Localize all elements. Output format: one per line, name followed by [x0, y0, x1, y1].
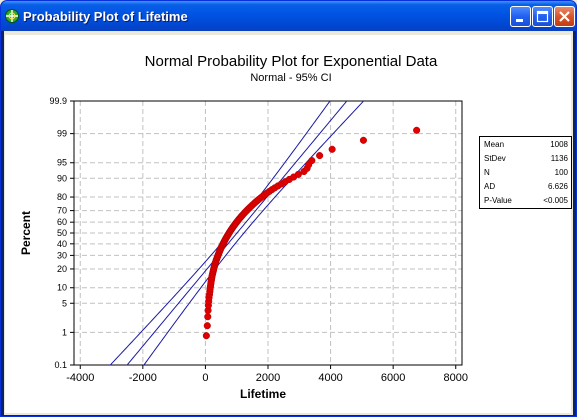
y-tick-label: 0.1 [54, 360, 67, 370]
x-tick-label: 2000 [256, 372, 280, 384]
data-point [328, 145, 336, 153]
y-tick-label: 70 [57, 206, 67, 216]
ci-upper-line [143, 101, 365, 365]
close-icon [559, 11, 570, 22]
stat-row-mean: Mean 1008 [484, 140, 568, 152]
data-point [294, 170, 302, 178]
close-button[interactable] [554, 6, 575, 27]
data-point [413, 126, 421, 134]
data-point [316, 152, 324, 160]
minimize-button[interactable] [510, 6, 531, 27]
maximize-button[interactable] [532, 6, 553, 27]
y-tick-label: 1 [62, 327, 67, 337]
chart-subtitle: Normal - 95% CI [250, 72, 331, 84]
data-point [204, 313, 212, 321]
stat-label: N [484, 168, 490, 177]
data-point [308, 157, 316, 165]
x-tick-label: 6000 [381, 372, 405, 384]
y-tick-label: 99 [57, 129, 67, 139]
stat-label: StDev [484, 154, 506, 163]
y-tick-label: 95 [57, 158, 67, 168]
minimize-icon [516, 19, 523, 22]
x-axis-label: Lifetime [240, 387, 286, 401]
app-icon [5, 9, 19, 23]
y-tick-label: 90 [57, 173, 67, 183]
stat-value: <0.005 [543, 196, 568, 205]
stat-label: AD [484, 182, 496, 191]
stat-row-p-value: P-Value <0.005 [484, 196, 568, 208]
graph-window-client: Normal Probability Plot for Exponential … [4, 31, 573, 415]
y-tick-label: 10 [57, 283, 67, 293]
maximize-icon [536, 10, 549, 23]
x-tick-label: 4000 [318, 372, 342, 384]
y-tick-label: 99.9 [49, 96, 67, 106]
chart-title: Normal Probability Plot for Exponential … [145, 53, 438, 70]
stat-value: 100 [554, 168, 568, 177]
stat-value: 1008 [550, 140, 568, 149]
stat-value: 1136 [550, 154, 568, 163]
statistics-legend: Mean 1008 StDev 1136 N 100 AD 6.626 P-Va… [479, 136, 572, 209]
x-tick-label: 8000 [443, 372, 467, 384]
x-tick-label: 0 [202, 372, 208, 384]
y-tick-label: 50 [57, 228, 67, 238]
y-tick-label: 20 [57, 264, 67, 274]
data-point [359, 136, 367, 144]
y-axis-label: Percent [19, 211, 33, 255]
title-bar[interactable]: Probability Plot of Lifetime [1, 1, 576, 31]
y-tick-label: 5 [62, 298, 67, 308]
y-tick-label: 80 [57, 192, 67, 202]
x-tick-label: -4000 [66, 372, 94, 384]
y-tick-label: 40 [57, 239, 67, 249]
stat-label: P-Value [484, 196, 512, 205]
data-point [202, 332, 210, 340]
y-tick-label: 30 [57, 250, 67, 260]
fitted-line [126, 101, 348, 365]
stat-row-ad: AD 6.626 [484, 182, 568, 194]
window-title: Probability Plot of Lifetime [23, 9, 188, 24]
stat-row-stdev: StDev 1136 [484, 154, 568, 166]
y-tick-label: 60 [57, 217, 67, 227]
graph-area: Normal Probability Plot for Exponential … [5, 35, 572, 413]
stat-label: Mean [484, 140, 505, 149]
data-point [203, 322, 211, 330]
stat-value: 6.626 [547, 182, 568, 191]
probability-plot: Normal Probability Plot for Exponential … [19, 53, 468, 401]
stat-row-n: N 100 [484, 168, 568, 180]
x-tick-label: -2000 [129, 372, 157, 384]
